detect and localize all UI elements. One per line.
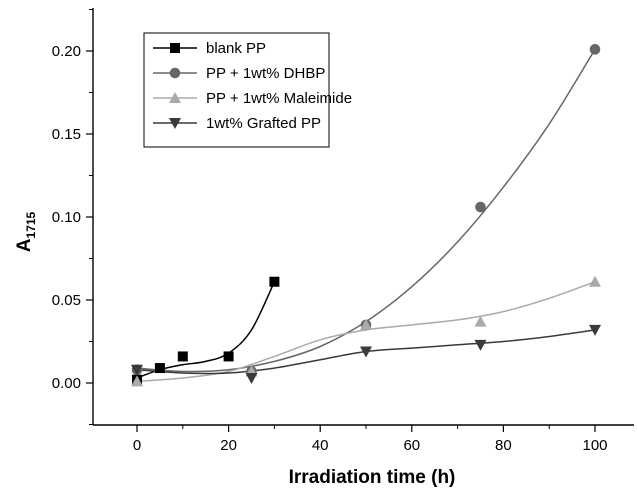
data-point-series-4: [245, 373, 258, 385]
legend: blank PP PP + 1wt% DHBP PP + 1wt% Maleimid…: [143, 32, 352, 148]
data-markers: [131, 44, 601, 387]
x-tick-label: 40: [312, 437, 329, 454]
data-point-series-1: [223, 351, 234, 362]
legend-label: PP + 1wt% Maleimide: [206, 90, 352, 107]
fit-curve-series-3: [136, 280, 596, 383]
y-axis-title-main: A: [14, 238, 35, 252]
data-point-series-2: [475, 201, 486, 213]
legend-marker: [170, 43, 180, 53]
data-point-series-3: [474, 315, 487, 327]
data-point-series-4: [131, 364, 143, 376]
axes: 0 20 40 60 80 100 0.00 0.05 0.10 0.15 0.20: [52, 8, 634, 454]
legend-marker: [169, 118, 181, 129]
y-tick-label: 0.05: [52, 292, 81, 309]
y-axis-title: A1715: [14, 211, 38, 252]
data-point-series-3: [131, 375, 143, 387]
data-point-series-4: [360, 346, 372, 358]
x-axis-title: Irradiation time (h): [289, 467, 456, 488]
data-point-series-1: [154, 363, 165, 374]
y-tick-label: 0.10: [52, 209, 81, 226]
data-point-series-3: [360, 318, 372, 330]
data-point-series-3: [589, 275, 601, 287]
legend-label: PP + 1wt% DHBP: [206, 65, 325, 82]
x-tick-label: 0: [133, 437, 141, 454]
x-tick-label: 100: [582, 437, 607, 454]
data-point-series-2: [589, 44, 601, 55]
legend-label: blank PP: [206, 40, 266, 57]
y-tick-label: 0.00: [52, 375, 81, 392]
data-point-series-1: [177, 351, 188, 362]
svg-text:A1715: A1715: [14, 211, 38, 252]
x-tick-label: 60: [403, 437, 420, 454]
y-tick-label: 0.20: [52, 43, 81, 60]
legend-marker: [169, 67, 181, 79]
y-tick-label: 0.15: [52, 126, 81, 143]
y-axis-title-subscript: 1715: [24, 211, 38, 238]
legend-marker: [169, 92, 181, 103]
x-tick-label: 20: [220, 437, 237, 454]
legend-label: 1wt% Grafted PP: [206, 115, 321, 132]
data-point-series-1: [269, 276, 280, 287]
fit-curve-series-2: [136, 48, 596, 373]
x-tick-label: 80: [495, 437, 512, 454]
data-point-series-4: [589, 324, 601, 336]
data-point-series-4: [474, 339, 487, 351]
